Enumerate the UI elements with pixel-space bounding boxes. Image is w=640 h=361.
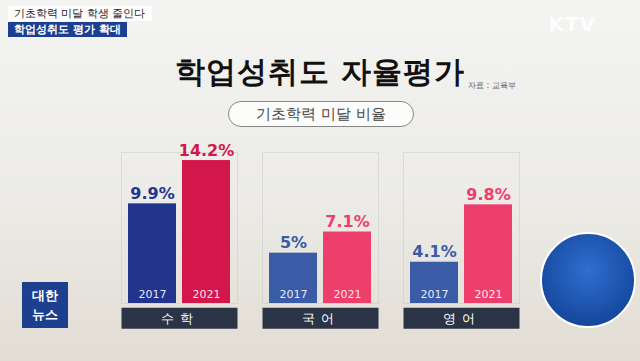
html-text:뉴스: 뉴스 (32, 307, 58, 322)
html-text:자료 : 교육부: 자료 : 교육부 (468, 81, 516, 90)
svg-text:국어: 국어 (302, 311, 340, 326)
html-text:기초학력 미달 학생 줄인다: 기초학력 미달 학생 줄인다 (14, 7, 146, 20)
svg-text:5%: 5% (280, 233, 307, 252)
svg-text:영어: 영어 (443, 311, 481, 326)
html-text:대한: 대한 (32, 288, 58, 303)
svg-text:9.8%: 9.8% (466, 185, 510, 204)
html-text:KTV: KTV (548, 12, 596, 36)
html-text:기초학력 미달 비율: 기초학력 미달 비율 (256, 105, 386, 123)
svg-text:수학: 수학 (161, 311, 199, 326)
svg-text:2017: 2017 (421, 288, 449, 301)
html-text:학업성취도 평가 확대: 학업성취도 평가 확대 (14, 23, 121, 36)
svg-text:7.1%: 7.1% (325, 212, 369, 231)
svg-text:9.9%: 9.9% (130, 184, 174, 203)
svg-text:14.2%: 14.2% (179, 141, 235, 160)
svg-text:2017: 2017 (139, 288, 167, 301)
svg-text:4.1%: 4.1% (412, 242, 456, 261)
svg-text:2017: 2017 (280, 288, 308, 301)
svg-text:2021: 2021 (475, 288, 503, 301)
svg-text:2021: 2021 (334, 288, 362, 301)
html-text:학업성취도 자율평가: 학업성취도 자율평가 (174, 54, 466, 89)
svg-text:2021: 2021 (193, 288, 221, 301)
